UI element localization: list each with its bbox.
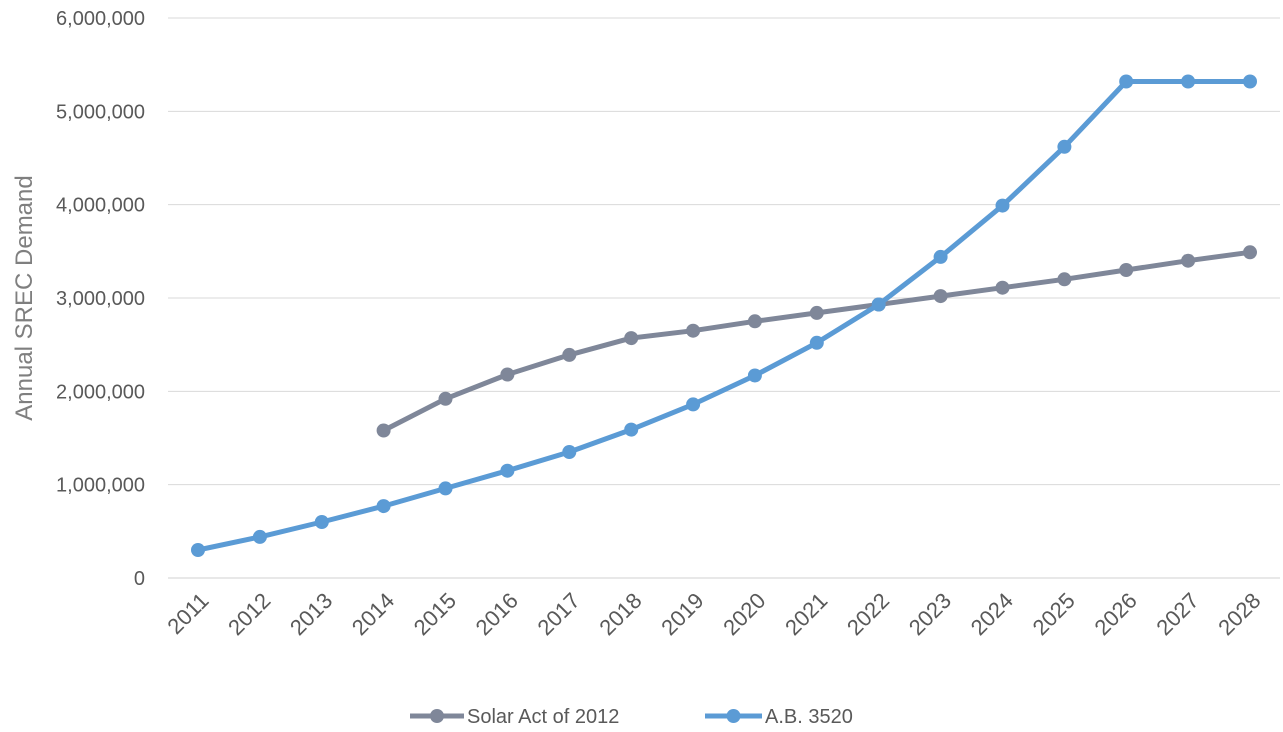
data-point xyxy=(500,463,515,478)
data-point xyxy=(624,422,639,437)
x-tick-label: 2021 xyxy=(780,588,832,640)
data-point xyxy=(1181,74,1196,89)
data-point xyxy=(562,445,577,459)
x-tick-label: 2019 xyxy=(656,588,708,640)
data-point xyxy=(871,297,886,312)
x-tick-label: 2012 xyxy=(223,588,275,640)
x-tick-label: 2025 xyxy=(1028,588,1080,640)
legend: Solar Act of 2012 A.B. 3520 xyxy=(410,706,853,728)
data-point xyxy=(191,543,205,557)
x-tick-label: 2024 xyxy=(966,588,1018,640)
data-point xyxy=(1119,263,1134,277)
x-tick-label: 2028 xyxy=(1213,588,1265,640)
legend-marker-swatch xyxy=(726,709,741,723)
x-tick-label: 2015 xyxy=(409,588,461,640)
data-point xyxy=(995,198,1010,213)
data-point xyxy=(252,529,267,544)
data-point xyxy=(1243,74,1257,89)
x-tick-label: 2013 xyxy=(285,588,337,640)
data-point xyxy=(933,289,948,304)
data-point xyxy=(995,280,1010,295)
y-axis-title: Annual SREC Demand xyxy=(11,175,38,420)
x-tick-label: 2020 xyxy=(718,588,770,640)
legend-marker-swatch xyxy=(430,709,444,723)
x-tick-label: 2017 xyxy=(533,588,585,640)
y-tick-label: 1,000,000 xyxy=(56,475,145,497)
y-tick-label: 0 xyxy=(134,568,145,590)
x-tick-label: 2018 xyxy=(594,588,646,640)
legend-entry: A.B. 3520 xyxy=(705,706,853,728)
x-tick-label: 2027 xyxy=(1151,588,1203,640)
data-point xyxy=(809,305,824,320)
data-point xyxy=(624,331,639,346)
data-point xyxy=(1119,74,1134,89)
data-point xyxy=(1181,253,1196,268)
data-point xyxy=(1057,139,1072,154)
data-point xyxy=(747,368,762,383)
series-lines xyxy=(191,74,1257,557)
y-tick-label: 5,000,000 xyxy=(56,101,145,123)
x-axis-tick-labels: 2011 2012 2013 2014 2015 2016 2017 2018 2019 2020… xyxy=(162,588,1265,640)
legend-label: A.B. 3520 xyxy=(765,706,853,728)
x-tick-label: 2022 xyxy=(842,588,894,640)
data-point xyxy=(438,481,453,496)
legend-label: Solar Act of 2012 xyxy=(467,706,619,728)
data-point xyxy=(686,397,701,412)
series-line xyxy=(195,79,1253,553)
y-tick-label: 4,000,000 xyxy=(56,195,145,217)
data-point xyxy=(686,323,701,338)
y-tick-label: 6,000,000 xyxy=(56,8,145,30)
legend-entry: Solar Act of 2012 xyxy=(410,706,619,728)
data-point xyxy=(376,499,391,514)
data-point xyxy=(562,347,577,362)
x-tick-label: 2023 xyxy=(904,588,956,640)
x-tick-label: 2011 xyxy=(162,588,213,639)
y-tick-label: 2,000,000 xyxy=(56,381,145,403)
series-2 xyxy=(191,74,1257,557)
data-point xyxy=(747,314,762,329)
data-point xyxy=(1243,245,1257,260)
y-tick-label: 3,000,000 xyxy=(56,288,145,310)
gridlines xyxy=(168,17,1280,579)
data-point xyxy=(1057,272,1072,287)
data-point xyxy=(500,367,515,382)
x-tick-label: 2014 xyxy=(347,588,399,640)
y-axis-tick-labels: 0 1,000,000 2,000,000 3,000,000 4,000,000 5,0… xyxy=(56,8,145,590)
x-tick-label: 2026 xyxy=(1089,588,1141,640)
x-tick-label: 2016 xyxy=(471,588,523,640)
data-point xyxy=(376,423,391,438)
data-point xyxy=(933,249,948,264)
data-point xyxy=(314,515,329,529)
data-point xyxy=(809,335,824,350)
data-point xyxy=(438,391,453,406)
